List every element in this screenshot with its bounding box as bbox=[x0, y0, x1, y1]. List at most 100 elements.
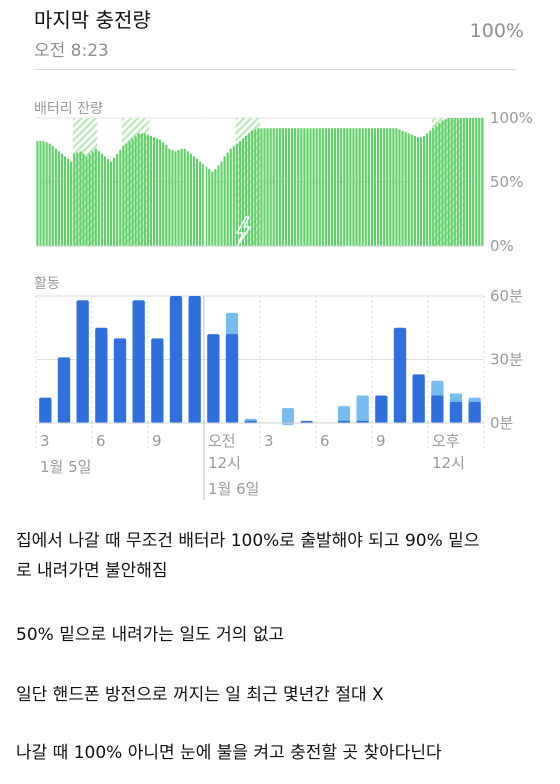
battery-y-tick: 0% bbox=[490, 237, 514, 255]
battery-level-bar bbox=[294, 128, 297, 246]
battery-level-bar bbox=[146, 134, 149, 246]
battery-level-bar bbox=[198, 161, 202, 246]
battery-level-bar bbox=[134, 135, 137, 246]
battery-level-bar bbox=[152, 137, 156, 246]
battery-level-bar bbox=[156, 138, 159, 246]
battery-level-bar bbox=[278, 128, 281, 246]
battery-level-bar bbox=[318, 128, 321, 246]
battery-level-bar bbox=[140, 133, 143, 246]
screen-off-bar bbox=[281, 408, 295, 425]
battery-level-bar bbox=[131, 138, 134, 246]
battery-level-bar bbox=[226, 152, 229, 246]
battery-level-bar bbox=[85, 156, 88, 246]
battery-level-bar bbox=[370, 128, 373, 246]
battery-level-label: 배터리 잔량 bbox=[34, 101, 103, 117]
battery-level-bar bbox=[395, 128, 398, 246]
battery-level-bar bbox=[432, 128, 435, 246]
post-line-5: 나갈 때 100% 아니면 눈에 불을 켜고 충전할 곳 찾아다닌다 bbox=[16, 743, 442, 763]
battery-level-bar bbox=[48, 143, 51, 246]
battery-level-bar bbox=[36, 141, 39, 246]
screen-on-bar bbox=[356, 420, 369, 423]
battery-level-bar bbox=[447, 118, 450, 246]
battery-level-bar bbox=[260, 128, 263, 246]
battery-level-bar bbox=[177, 150, 180, 246]
battery-level-bar bbox=[475, 118, 478, 246]
battery-level-bar bbox=[429, 130, 432, 246]
battery-usage-charts: 100% 50% 0% 60분 30분 0분 3 6 9 오전 3 6 9 오후 12시 12시 1월 5일 1월… bbox=[35, 109, 533, 500]
battery-level-bar bbox=[195, 158, 199, 246]
screen-on-bar bbox=[57, 357, 71, 423]
battery-level-bar bbox=[208, 169, 211, 246]
battery-level-bar bbox=[235, 143, 238, 246]
battery-level-bar bbox=[376, 128, 380, 246]
activity-x-subtick: 12시 bbox=[432, 454, 465, 472]
battery-level-bar bbox=[327, 128, 331, 246]
header-divider bbox=[34, 69, 516, 70]
activity-date-label: 1월 5일 bbox=[40, 458, 91, 476]
activity-x-subtick: 12시 bbox=[208, 454, 241, 472]
battery-level-bar bbox=[45, 142, 48, 246]
battery-level-bar bbox=[149, 135, 153, 246]
screen-on-bar bbox=[244, 420, 257, 423]
post-line-3: 50% 밑으로 내려가는 일도 거의 없고 bbox=[16, 625, 285, 645]
activity-x-tick: 6 bbox=[96, 432, 106, 450]
battery-level-bar bbox=[70, 161, 73, 246]
battery-level-bar bbox=[441, 120, 444, 246]
screen-on-bar bbox=[39, 397, 52, 423]
battery-level-bar bbox=[73, 153, 76, 246]
battery-level-bar bbox=[410, 134, 413, 246]
activity-x-tick: 9 bbox=[376, 432, 386, 450]
battery-level-bar bbox=[416, 137, 420, 246]
battery-level-bar bbox=[469, 118, 472, 246]
battery-level-bar bbox=[106, 158, 110, 246]
battery-level-bar bbox=[137, 133, 140, 246]
battery-level-bar bbox=[122, 146, 125, 246]
battery-level-bar bbox=[413, 135, 416, 246]
battery-level-bar bbox=[263, 128, 266, 246]
battery-level-bar bbox=[324, 128, 327, 246]
screen-on-bar bbox=[225, 334, 239, 423]
battery-level-bar bbox=[478, 118, 481, 246]
activity-x-tick: 9 bbox=[152, 432, 162, 450]
battery-level-bar bbox=[67, 158, 70, 246]
battery-level-bar bbox=[79, 151, 82, 246]
last-charge-time: 오전 8:23 bbox=[34, 41, 109, 61]
battery-level-bar bbox=[407, 133, 410, 246]
battery-level-bar bbox=[330, 128, 334, 246]
screen-on-bar bbox=[132, 300, 145, 423]
battery-level-bar bbox=[91, 151, 94, 246]
battery-level-bar bbox=[438, 123, 441, 246]
battery-level-bar bbox=[355, 128, 358, 246]
battery-level-bar bbox=[168, 148, 171, 246]
battery-level-bar bbox=[462, 118, 466, 246]
battery-level-bar bbox=[165, 144, 168, 246]
screen-on-bar bbox=[188, 296, 201, 423]
screen-on-bar bbox=[300, 420, 313, 423]
screen-on-bar bbox=[151, 338, 164, 423]
battery-level-bar bbox=[426, 133, 429, 246]
battery-level-bar bbox=[254, 129, 257, 246]
battery-level-bar bbox=[82, 153, 85, 246]
battery-level-bar bbox=[205, 166, 208, 246]
battery-level-bar bbox=[349, 128, 352, 246]
battery-level-bar bbox=[281, 128, 284, 246]
battery-level-bar bbox=[287, 128, 291, 246]
battery-level-bar bbox=[284, 128, 288, 246]
battery-level-bar bbox=[162, 142, 165, 246]
post-line-2: 로 내려가면 불안해짐 bbox=[16, 561, 168, 581]
screen-on-bar bbox=[375, 395, 388, 423]
battery-level-bar bbox=[100, 153, 103, 246]
battery-level-bar bbox=[51, 146, 54, 246]
activity-x-tick: 3 bbox=[40, 432, 50, 450]
battery-level-bar bbox=[60, 153, 64, 246]
battery-level-bar bbox=[465, 118, 469, 246]
battery-level-bar bbox=[380, 128, 383, 246]
battery-level-bar bbox=[343, 128, 346, 246]
battery-level-bar bbox=[358, 128, 361, 246]
screen-on-bar bbox=[207, 334, 220, 423]
battery-level-bar bbox=[300, 128, 303, 246]
lightning-bolt-icon bbox=[236, 216, 251, 246]
battery-level-bar bbox=[333, 128, 337, 246]
battery-level-bar bbox=[248, 133, 251, 246]
battery-level-bar bbox=[103, 156, 107, 246]
